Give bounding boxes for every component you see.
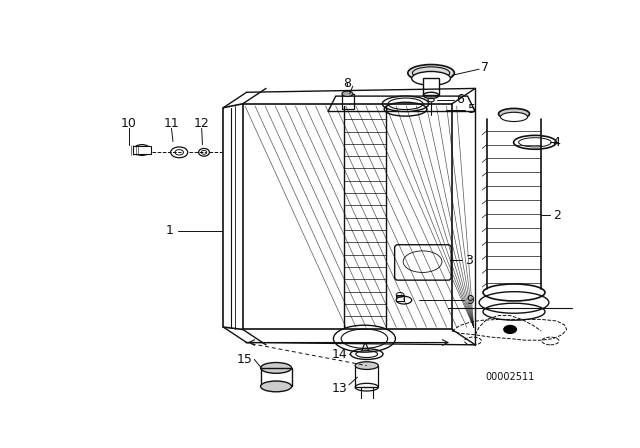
Bar (355, 366, 378, 387)
Text: 5: 5 (468, 103, 476, 116)
Text: 13: 13 (332, 382, 348, 395)
Ellipse shape (342, 91, 353, 96)
Text: 4: 4 (553, 136, 561, 149)
Text: A: A (361, 341, 369, 354)
Text: 14: 14 (332, 348, 348, 361)
Text: 1: 1 (165, 224, 173, 237)
Polygon shape (328, 96, 476, 112)
Ellipse shape (412, 72, 451, 85)
Bar (396, 295, 404, 301)
Bar (260, 368, 292, 386)
Text: 11: 11 (164, 116, 179, 129)
Ellipse shape (500, 112, 527, 121)
Ellipse shape (356, 403, 378, 410)
Bar (423, 78, 439, 95)
Text: 2: 2 (553, 209, 561, 222)
Text: 8: 8 (344, 77, 351, 90)
Ellipse shape (408, 65, 454, 82)
Bar (134, 146, 150, 154)
Ellipse shape (382, 96, 429, 112)
Text: 7: 7 (481, 61, 490, 74)
Ellipse shape (499, 108, 529, 119)
Ellipse shape (260, 381, 292, 392)
Text: 00002511: 00002511 (486, 372, 535, 382)
Text: 15: 15 (237, 353, 253, 366)
Text: 9: 9 (466, 293, 474, 307)
Text: 12: 12 (194, 116, 209, 129)
Ellipse shape (260, 362, 292, 373)
Text: 6: 6 (456, 94, 464, 107)
Text: 10: 10 (121, 116, 137, 129)
Bar (360, 387, 373, 406)
Ellipse shape (355, 362, 378, 370)
Bar (342, 94, 353, 109)
Text: 3: 3 (465, 254, 473, 267)
Ellipse shape (503, 325, 517, 334)
